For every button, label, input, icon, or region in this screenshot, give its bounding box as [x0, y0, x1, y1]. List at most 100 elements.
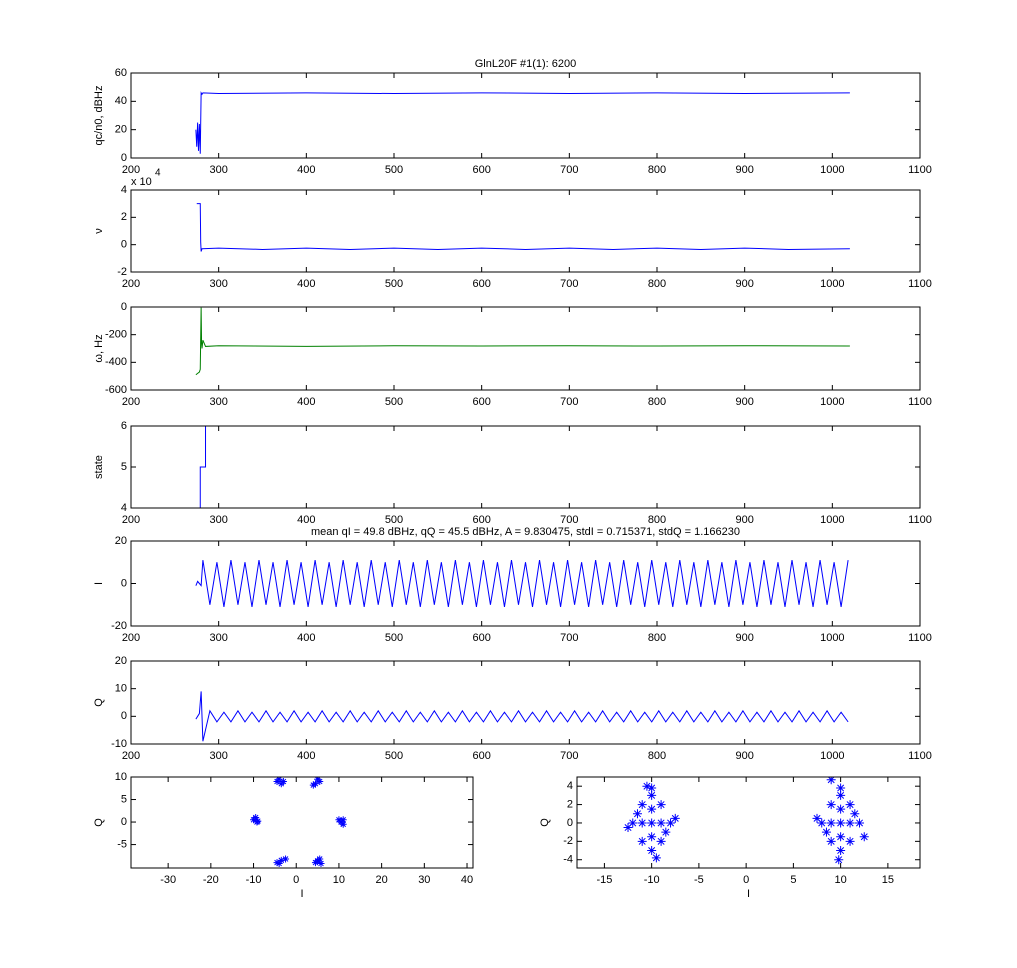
scatter-point [836, 790, 846, 800]
x-tick-label: 300 [209, 514, 227, 526]
x-tick-label: 300 [209, 278, 227, 290]
scatter-point [647, 818, 657, 828]
plot-area [196, 426, 850, 508]
x-tick-label: 900 [735, 396, 753, 408]
scatter-point [850, 809, 860, 819]
scatter-point [656, 818, 666, 828]
x-tick-label: 1100 [908, 632, 932, 644]
y-tick-label: -200 [105, 329, 127, 341]
scatter-point [279, 778, 287, 786]
x-tick-label: 500 [385, 750, 403, 762]
x-tick-label: -20 [203, 874, 219, 886]
y-tick-label: 0 [121, 816, 127, 828]
signal-line [195, 307, 850, 376]
x-tick-label: 400 [297, 396, 315, 408]
scatter-point [855, 818, 865, 828]
y-tick-label: -2 [563, 835, 573, 847]
x-tick-label: 200 [122, 514, 140, 526]
signal-line [195, 691, 849, 742]
x-tick-label: 600 [472, 164, 490, 176]
y-axis-label: ν [93, 228, 105, 234]
axes-background [131, 541, 920, 626]
y-tick-label: 4 [121, 184, 127, 196]
scatter-point [826, 836, 836, 846]
y-tick-label: 20 [115, 535, 127, 547]
x-tick-label: 200 [122, 278, 140, 290]
scatter-point [817, 818, 827, 828]
x-axis-label: I [747, 888, 750, 900]
scatter-point [826, 800, 836, 810]
scatter-point [314, 857, 322, 865]
x-tick-label: -15 [596, 874, 612, 886]
x-tick-label: 30 [418, 874, 430, 886]
y-tick-label: 2 [567, 798, 573, 810]
x-tick-label: 0 [293, 874, 299, 886]
axes-background [131, 777, 473, 868]
y-tick-label: 2 [121, 211, 127, 223]
axis-multiplier-exponent: 4 [155, 168, 161, 179]
y-tick-label: 10 [115, 683, 127, 695]
x-tick-label: 400 [297, 750, 315, 762]
y-tick-label: -2 [117, 266, 127, 278]
y-axis-label: Q [93, 818, 105, 827]
x-tick-label: 300 [209, 164, 227, 176]
x-tick-label: -10 [644, 874, 660, 886]
scatter-point [656, 836, 666, 846]
x-tick-label: -10 [246, 874, 262, 886]
y-tick-label: 0 [121, 152, 127, 164]
y-axis-label: Q [93, 698, 105, 707]
scatter-point [314, 777, 322, 783]
x-tick-label: 1000 [820, 396, 844, 408]
axes-frame [130, 189, 921, 273]
x-tick-label: 1000 [820, 164, 844, 176]
scatter-point [637, 818, 647, 828]
y-tick-label: 0 [121, 301, 127, 313]
scatter-point [253, 818, 261, 826]
x-tick-label: 200 [122, 164, 140, 176]
scatter-point [311, 780, 319, 788]
x-tick-label: 700 [560, 632, 578, 644]
scatter-point [275, 777, 283, 783]
plot-area [195, 691, 849, 742]
axes-frame [130, 306, 921, 391]
plot-area [195, 560, 849, 607]
x-tick-label: 800 [648, 396, 666, 408]
scatter-point [836, 832, 846, 842]
x-tick-label: 200 [122, 396, 140, 408]
axis-multiplier: x 10 [131, 176, 152, 188]
scatter-point [273, 859, 281, 867]
x-tick-label: 600 [472, 750, 490, 762]
y-tick-label: -5 [117, 838, 127, 850]
scatter-point [647, 783, 657, 793]
scatter-point [623, 823, 633, 833]
plot-area [195, 307, 850, 376]
x-tick-label: 20 [376, 874, 388, 886]
x-tick-label: 400 [297, 514, 315, 526]
y-tick-label: 5 [121, 793, 127, 805]
y-tick-label: -4 [563, 854, 573, 866]
x-tick-label: 400 [297, 278, 315, 290]
panel-title: GlnL20F #1(1): 6200 [475, 58, 577, 70]
scatter-point [836, 846, 846, 856]
scatter-point [812, 813, 822, 823]
x-tick-label: 300 [209, 750, 227, 762]
x-tick-label: 200 [122, 632, 140, 644]
x-tick-label: 600 [472, 396, 490, 408]
x-tick-label: 800 [648, 164, 666, 176]
scatter-point [647, 790, 657, 800]
x-tick-label: 900 [735, 514, 753, 526]
scatter-point [647, 804, 657, 814]
scatter-point [317, 859, 325, 867]
panel-title: mean qI = 49.8 dBHz, qQ = 45.5 dBHz, A =… [311, 526, 740, 538]
scatter-point [642, 781, 652, 791]
y-axis-label: Q [539, 818, 551, 827]
plot-area [623, 777, 869, 865]
y-tick-label: 4 [567, 780, 573, 792]
x-tick-label: 40 [461, 874, 473, 886]
scatter-point [859, 832, 869, 842]
x-tick-label: 200 [122, 750, 140, 762]
x-tick-label: 1100 [908, 750, 932, 762]
x-tick-label: 1100 [908, 278, 932, 290]
x-tick-label: 1000 [820, 750, 844, 762]
y-tick-label: 20 [115, 655, 127, 667]
